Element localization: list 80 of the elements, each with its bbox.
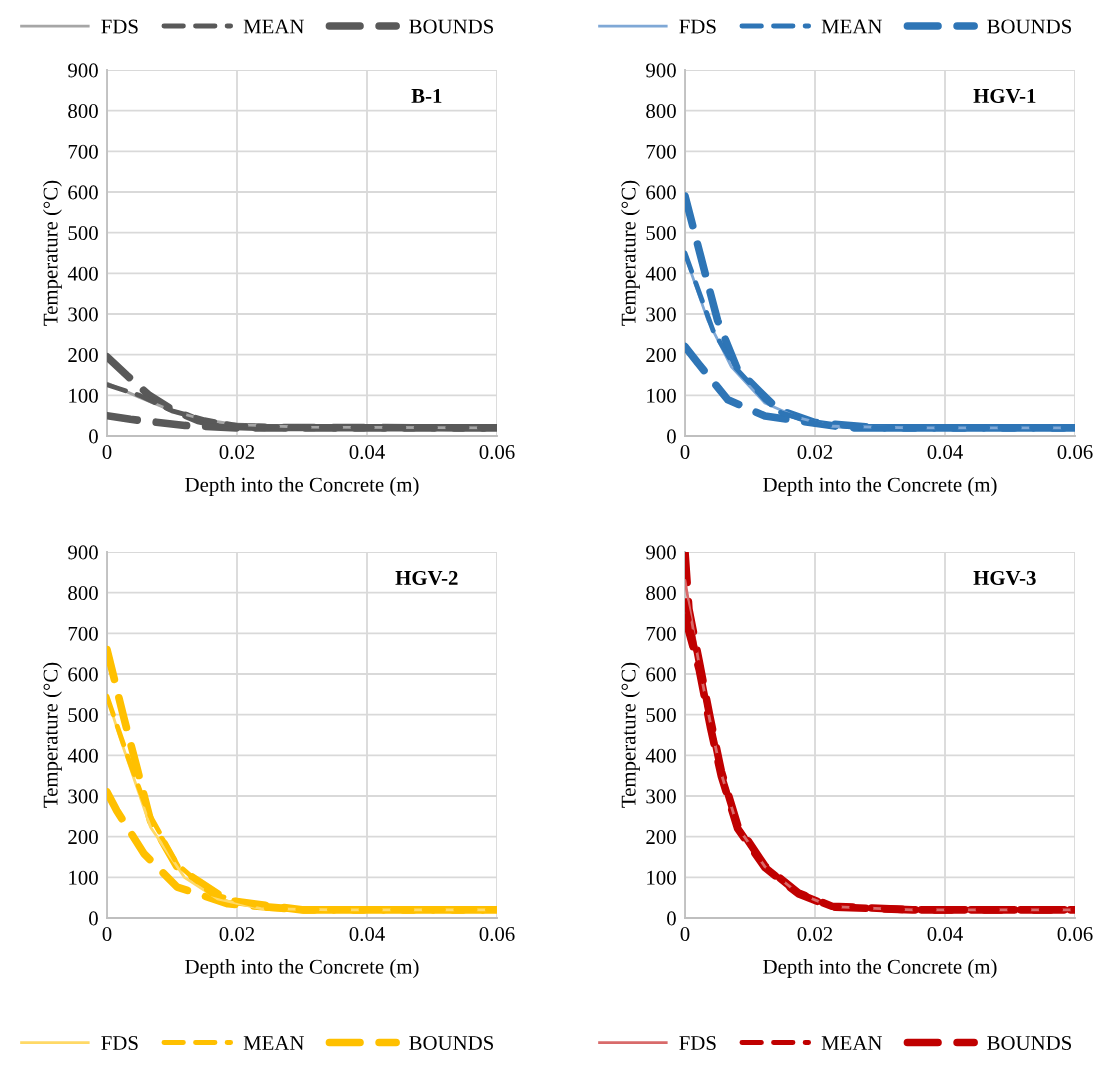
y-tick-label: 700: [68, 144, 98, 159]
y-tick-label: 200: [646, 830, 676, 845]
y-tick-label: 400: [645, 266, 676, 281]
y-tick-label: 600: [646, 667, 676, 682]
x-tick-label: 0: [102, 926, 112, 941]
x-tick-label: 0.06: [1057, 444, 1093, 460]
x-tick-label: 0: [680, 444, 690, 459]
legend-label: MEAN: [243, 1036, 304, 1050]
x-tick-label: 0.02: [797, 444, 833, 460]
legend-label: BOUNDS: [987, 19, 1071, 34]
legend-label: FDS: [101, 19, 138, 34]
y-tick-label: 700: [646, 626, 676, 641]
y-tick-label: 200: [68, 348, 98, 363]
x-axis-title: Depth into the Concrete (m): [185, 477, 419, 497]
y-tick-label: 800: [68, 586, 98, 601]
text: B-1: [411, 89, 442, 103]
x-tick-label: 0.02: [219, 444, 255, 460]
legend-label: BOUNDS: [409, 19, 493, 34]
x-axis-title: Depth into the Concrete (m): [763, 477, 997, 497]
y-tick-label: 700: [68, 626, 98, 641]
y-tick-label: 100: [69, 388, 98, 403]
y-tick-label: 900: [646, 63, 676, 78]
y-tick-label: 800: [646, 586, 676, 601]
y-axis-title: Temperature (°C): [620, 662, 640, 808]
y-tick-label: 900: [646, 545, 676, 560]
x-tick-label: 0.02: [797, 926, 833, 942]
y-tick-label: 100: [647, 870, 676, 885]
text: HGV-3: [973, 570, 1036, 586]
y-axis-title: Temperature (°C): [42, 180, 62, 326]
y-tick-label: 0: [89, 429, 98, 444]
x-axis-title: Depth into the Concrete (m): [763, 959, 997, 979]
y-tick-label: 900: [68, 545, 98, 560]
x-tick-label: 0.06: [479, 444, 515, 460]
y-tick-label: 0: [667, 911, 676, 926]
legend-label: BOUNDS: [987, 1036, 1071, 1051]
x-tick-label: 0.02: [219, 926, 255, 942]
legend-label: MEAN: [821, 19, 882, 34]
y-tick-label: 500: [68, 708, 98, 723]
y-tick-label: 600: [68, 667, 98, 682]
x-axis-title: Depth into the Concrete (m): [185, 959, 419, 979]
legend-label: MEAN: [821, 1036, 882, 1050]
y-tick-label: 800: [68, 104, 98, 119]
y-tick-label: 600: [68, 185, 98, 200]
y-tick-label: 700: [646, 144, 676, 159]
y-tick-label: 400: [645, 748, 676, 763]
y-tick-label: 0: [667, 429, 676, 444]
y-tick-label: 100: [69, 870, 98, 885]
x-tick-label: 0.04: [927, 926, 963, 942]
y-tick-label: 100: [647, 388, 676, 403]
text: HGV-1: [973, 88, 1036, 104]
legend-label: FDS: [679, 19, 716, 34]
x-tick-label: 0.06: [479, 926, 515, 942]
y-tick-label: 500: [646, 708, 676, 723]
y-tick-label: 300: [68, 307, 98, 322]
legend-label: FDS: [679, 1036, 716, 1051]
y-tick-label: 300: [646, 789, 676, 804]
y-tick-label: 900: [68, 63, 98, 78]
y-tick-label: 800: [646, 104, 676, 119]
x-tick-label: 0.04: [349, 444, 385, 460]
text: HGV-2: [395, 570, 458, 586]
x-tick-label: 0.04: [927, 444, 963, 460]
y-tick-label: 500: [68, 226, 98, 241]
y-tick-label: 400: [67, 266, 98, 281]
y-tick-label: 500: [646, 226, 676, 241]
y-axis-title: Temperature (°C): [42, 662, 62, 808]
y-tick-label: 300: [646, 307, 676, 322]
y-tick-label: 400: [67, 748, 98, 763]
y-tick-label: 200: [646, 348, 676, 363]
y-tick-label: 300: [68, 789, 98, 804]
y-tick-label: 200: [68, 830, 98, 845]
legend-label: FDS: [101, 1036, 138, 1051]
x-tick-label: 0: [680, 926, 690, 941]
x-tick-label: 0.06: [1057, 926, 1093, 942]
y-tick-label: 0: [89, 911, 98, 926]
x-tick-label: 0: [102, 444, 112, 459]
legend-label: MEAN: [243, 19, 304, 34]
legend-label: BOUNDS: [409, 1036, 493, 1051]
y-axis-title: Temperature (°C): [620, 180, 640, 326]
y-tick-label: 600: [646, 185, 676, 200]
x-tick-label: 0.04: [349, 926, 385, 942]
